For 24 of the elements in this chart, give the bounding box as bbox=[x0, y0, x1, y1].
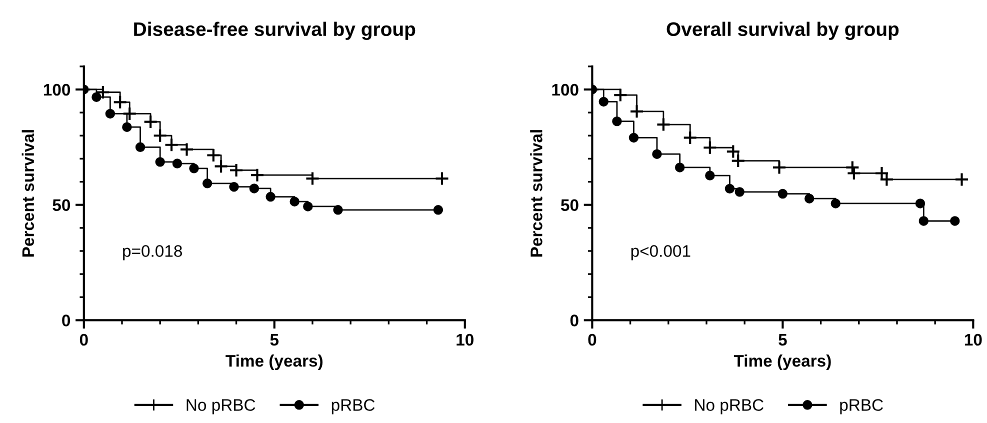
y-tick-label: 50 bbox=[52, 199, 70, 212]
legend-label: pRBC bbox=[840, 399, 883, 414]
legend-label: No pRBC bbox=[695, 399, 764, 414]
legend-label: No pRBC bbox=[186, 399, 256, 414]
x-axis-title: Time (years) bbox=[734, 354, 831, 370]
x-tick-label: 0 bbox=[80, 334, 88, 346]
y-tick-label: 100 bbox=[552, 84, 578, 96]
y-tick-label: 0 bbox=[570, 314, 578, 326]
y-tick-label: 100 bbox=[44, 84, 70, 96]
legend-label: pRBC bbox=[332, 399, 375, 414]
annotation: p=0.018 bbox=[123, 245, 182, 260]
y-tick-label: 0 bbox=[62, 314, 70, 326]
x-tick-label: 5 bbox=[778, 334, 787, 346]
x-tick-label: 0 bbox=[588, 334, 596, 346]
chart-title: Overall survival by group bbox=[666, 22, 899, 40]
x-axis-title: Time (years) bbox=[226, 354, 323, 370]
y-axis-title: Percent survival bbox=[22, 130, 34, 257]
y-axis-title: Percent survival bbox=[530, 130, 542, 257]
annotation: p<0.001 bbox=[631, 245, 690, 260]
x-tick-label: 10 bbox=[964, 334, 982, 346]
x-tick-label: 10 bbox=[456, 334, 474, 346]
chart-title: Disease-free survival by group bbox=[134, 22, 416, 40]
x-tick-label: 5 bbox=[270, 334, 279, 346]
y-tick-label: 50 bbox=[560, 199, 578, 212]
